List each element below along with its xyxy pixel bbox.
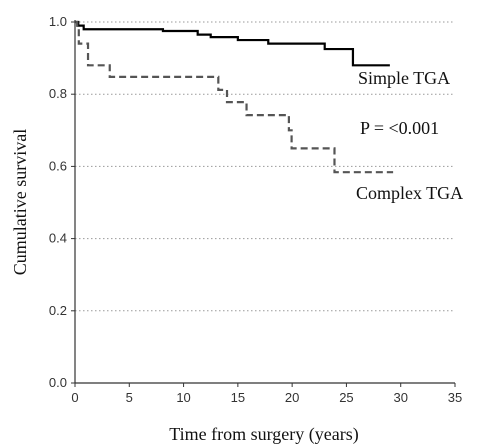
x-tick-label-4: 20 bbox=[285, 390, 299, 405]
y-tick-label-4: 0.8 bbox=[49, 86, 67, 101]
x-tick-label-7: 35 bbox=[448, 390, 462, 405]
x-tick-label-0: 0 bbox=[71, 390, 78, 405]
axes bbox=[71, 20, 456, 387]
tick-labels: 0.0 0.2 0.4 0.6 0.8 1.0 0 5 10 15 20 25 30 35 bbox=[49, 14, 462, 405]
p-value-annotation: P = <0.001 bbox=[360, 118, 439, 138]
series-layer bbox=[75, 20, 394, 174]
y-tick-label-0: 0.0 bbox=[49, 375, 67, 390]
y-tick-label-3: 0.6 bbox=[49, 158, 67, 173]
series-line-complex-tga bbox=[75, 20, 394, 174]
y-tick-label-1: 0.2 bbox=[49, 303, 67, 318]
x-tick-label-6: 30 bbox=[393, 390, 407, 405]
y-tick-label-2: 0.4 bbox=[49, 231, 67, 246]
x-tick-label-5: 25 bbox=[339, 390, 353, 405]
x-tick-label-3: 15 bbox=[231, 390, 245, 405]
grid-lines bbox=[75, 21, 455, 312]
y-tick-label-5: 1.0 bbox=[49, 14, 67, 29]
x-tick-label-2: 10 bbox=[176, 390, 190, 405]
x-tick-label-1: 5 bbox=[126, 390, 133, 405]
label-simple-tga: Simple TGA bbox=[358, 68, 450, 88]
x-axis-title: Time from surgery (years) bbox=[169, 424, 358, 445]
y-axis-title: Cumulative survival bbox=[10, 129, 30, 275]
series-line-simple-tga bbox=[75, 20, 390, 67]
label-complex-tga: Complex TGA bbox=[356, 183, 463, 203]
